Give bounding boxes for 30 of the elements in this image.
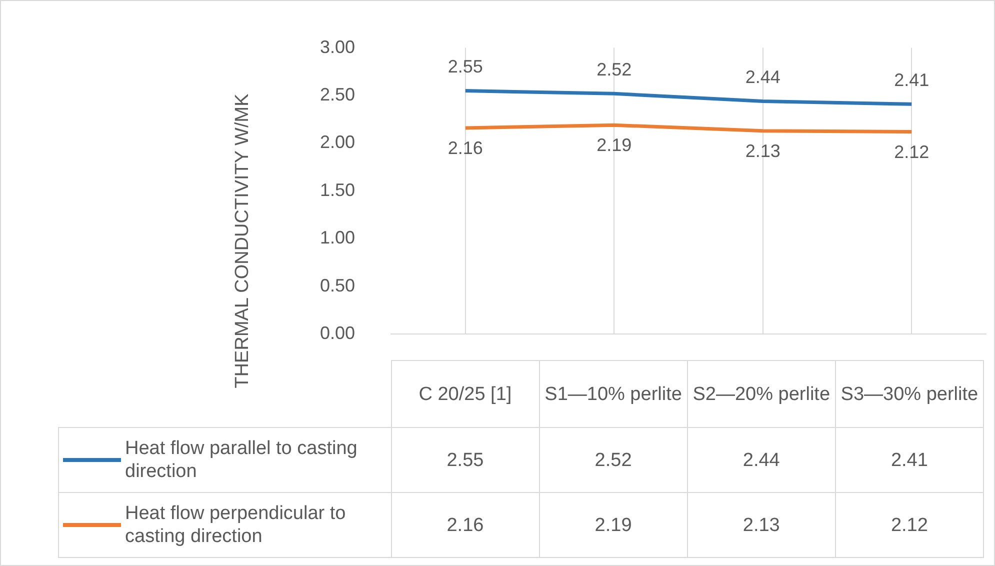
x-tick-label: S2—20% perlite <box>687 360 836 428</box>
y-tick-label: 2.50 <box>320 84 355 104</box>
text: 2.12 <box>894 142 930 162</box>
text: 2.41 <box>894 70 930 90</box>
data-label: 2.16 <box>391 492 540 558</box>
y-tick-label: 0.50 <box>320 275 355 296</box>
text: 2.16 <box>448 138 483 158</box>
text: 2.44 <box>745 67 780 88</box>
y-axis-title: THERMAL CONDUCTIVITY W/MK <box>231 92 254 390</box>
y-tick-label: 0.00 <box>320 323 355 344</box>
x-tick-label: S1—10% perlite <box>539 360 688 428</box>
y-tick-label: 1.00 <box>320 228 355 248</box>
x-tick-label: S3—30% perlite <box>835 360 984 428</box>
data-label: 2.44 <box>687 428 836 492</box>
text: 2.13 <box>745 140 780 161</box>
data-label: 2.13 <box>687 492 836 558</box>
data-label: 2.41 <box>835 428 984 492</box>
y-tick-label: 2.00 <box>320 132 355 152</box>
text: 2.19 <box>596 135 632 156</box>
text: 2.52 <box>596 60 632 80</box>
y-tick-label: 3.00 <box>320 36 355 57</box>
text: 2.55 <box>448 56 483 77</box>
data-label: 2.52 <box>539 428 688 492</box>
x-tick-label: C 20/25 [1] <box>391 360 540 428</box>
data-label: 2.55 <box>391 428 540 492</box>
data-label: 2.19 <box>539 492 688 558</box>
legend-label: Heat flow perpendicular to casting direction <box>125 502 347 548</box>
y-tick-label: 1.50 <box>320 180 355 200</box>
data-label: 2.12 <box>835 492 984 558</box>
legend-label: Heat flow parallel to casting direction <box>125 437 358 483</box>
